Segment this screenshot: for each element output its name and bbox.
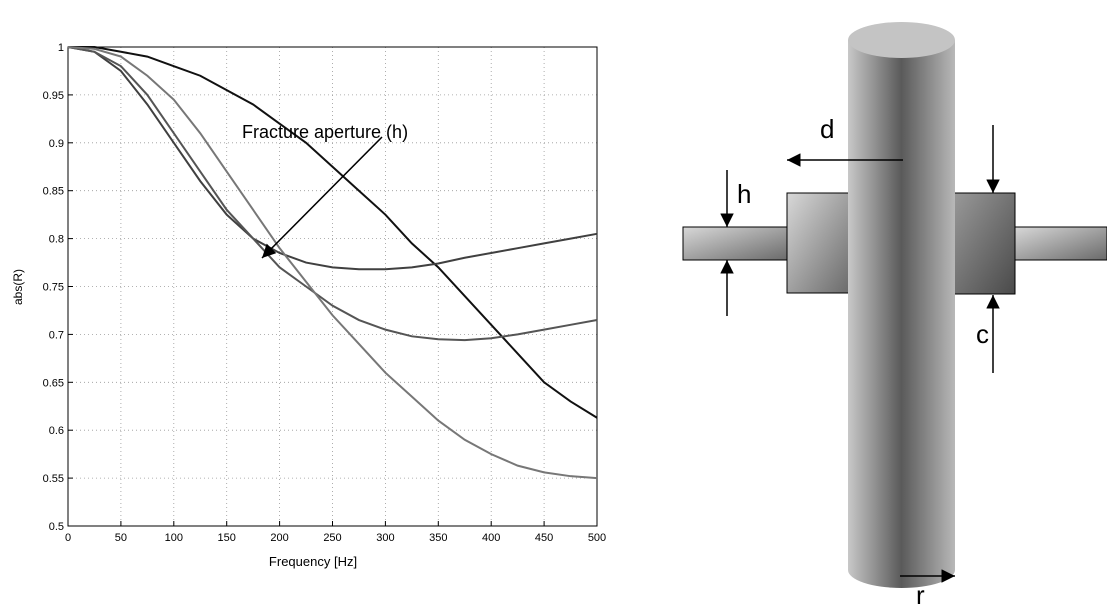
x-tick-label: 100: [165, 532, 183, 544]
right-plate: [1014, 226, 1107, 261]
line: [68, 46, 598, 419]
cylinder-top: [848, 22, 955, 58]
x-tick-label: 250: [323, 532, 341, 544]
diagram-label: c: [976, 319, 989, 349]
y-tick-label: 0.55: [43, 473, 64, 485]
x-axis-label: Frequency [Hz]: [269, 554, 357, 569]
cylinder: [848, 40, 955, 588]
plot-frame: [67, 46, 598, 527]
y-tick-label: 0.85: [43, 186, 64, 198]
y-tick-label: 0.5: [49, 521, 64, 533]
y-tick-label: 0.8: [49, 234, 64, 246]
y-tick-label: 1: [58, 42, 64, 54]
x-tick-label: 500: [588, 532, 606, 544]
x-tick-label: 0: [65, 532, 71, 544]
x-tick-label: 400: [482, 532, 500, 544]
y-tick-label: 0.6: [49, 425, 64, 437]
line: [67, 46, 598, 480]
diagram: d h c r: [682, 22, 1107, 610]
x-tick-label: 350: [429, 532, 447, 544]
y-tick-label: 0.9: [49, 138, 64, 150]
diagram-label: d: [820, 114, 834, 144]
line: [67, 46, 598, 342]
line: [67, 46, 598, 271]
x-tick-label: 450: [535, 532, 553, 544]
x-tick-label: 300: [376, 532, 394, 544]
x-tick-label: 200: [270, 532, 288, 544]
right-block: [951, 192, 1016, 295]
y-tick-label: 0.65: [43, 377, 64, 389]
left-plate: [682, 226, 790, 261]
x-tick-label: 50: [115, 532, 127, 544]
y-tick-label: 0.75: [43, 282, 64, 294]
annotation-arrow: [261, 136, 383, 259]
y-tick-label: 0.95: [43, 90, 64, 102]
x-tick-label: 150: [218, 532, 236, 544]
plot: 0 50 100 150 200 250 300 350 400 450 500 0.5 0.55 0.6…: [43, 42, 607, 544]
annotation: Fracture aperture (h): [242, 122, 408, 142]
y-tick-label: 0.7: [49, 329, 64, 341]
diagram-label: r: [916, 580, 925, 607]
left-block: [786, 192, 851, 294]
y-axis-label: abs(R): [11, 269, 25, 305]
diagram-label: h: [737, 179, 751, 209]
